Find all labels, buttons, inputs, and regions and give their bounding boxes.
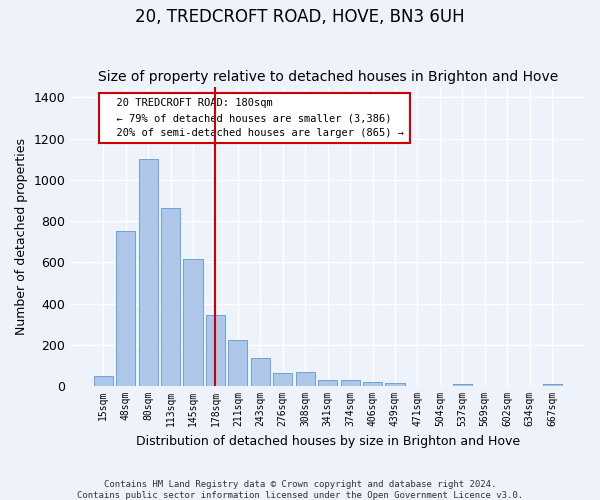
- Text: Contains HM Land Registry data © Crown copyright and database right 2024.
Contai: Contains HM Land Registry data © Crown c…: [77, 480, 523, 500]
- Bar: [542, 384, 562, 386]
- Bar: [453, 384, 472, 386]
- Bar: [161, 208, 180, 386]
- Bar: [318, 380, 337, 386]
- Bar: [385, 383, 404, 386]
- Bar: [229, 340, 247, 386]
- Text: 20 TREDCROFT ROAD: 180sqm
  ← 79% of detached houses are smaller (3,386)
  20% o: 20 TREDCROFT ROAD: 180sqm ← 79% of detac…: [104, 98, 404, 138]
- Y-axis label: Number of detached properties: Number of detached properties: [15, 138, 28, 335]
- Bar: [296, 372, 315, 386]
- Bar: [139, 159, 158, 386]
- Bar: [363, 382, 382, 386]
- Bar: [273, 372, 292, 386]
- Bar: [116, 232, 135, 386]
- Bar: [184, 259, 203, 386]
- X-axis label: Distribution of detached houses by size in Brighton and Hove: Distribution of detached houses by size …: [136, 434, 520, 448]
- Bar: [341, 380, 359, 386]
- Bar: [251, 358, 270, 386]
- Bar: [206, 315, 225, 386]
- Text: 20, TREDCROFT ROAD, HOVE, BN3 6UH: 20, TREDCROFT ROAD, HOVE, BN3 6UH: [135, 8, 465, 26]
- Bar: [94, 376, 113, 386]
- Title: Size of property relative to detached houses in Brighton and Hove: Size of property relative to detached ho…: [98, 70, 558, 85]
